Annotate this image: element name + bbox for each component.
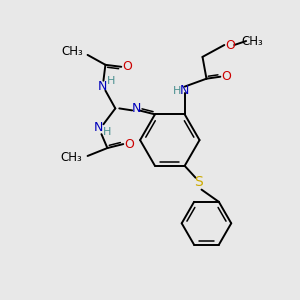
Text: CH₃: CH₃ bbox=[241, 34, 263, 47]
Text: CH₃: CH₃ bbox=[60, 152, 82, 164]
Text: H: H bbox=[107, 76, 116, 86]
Text: O: O bbox=[124, 138, 134, 151]
Text: N: N bbox=[131, 102, 141, 115]
Text: N: N bbox=[98, 80, 107, 93]
Text: N: N bbox=[180, 84, 189, 97]
Text: S: S bbox=[194, 175, 203, 189]
Text: N: N bbox=[94, 121, 103, 134]
Text: H: H bbox=[103, 127, 112, 137]
Text: CH₃: CH₃ bbox=[62, 45, 84, 58]
Text: H: H bbox=[172, 85, 181, 96]
Text: O: O bbox=[225, 38, 235, 52]
Text: O: O bbox=[221, 70, 231, 83]
Text: O: O bbox=[122, 60, 132, 73]
